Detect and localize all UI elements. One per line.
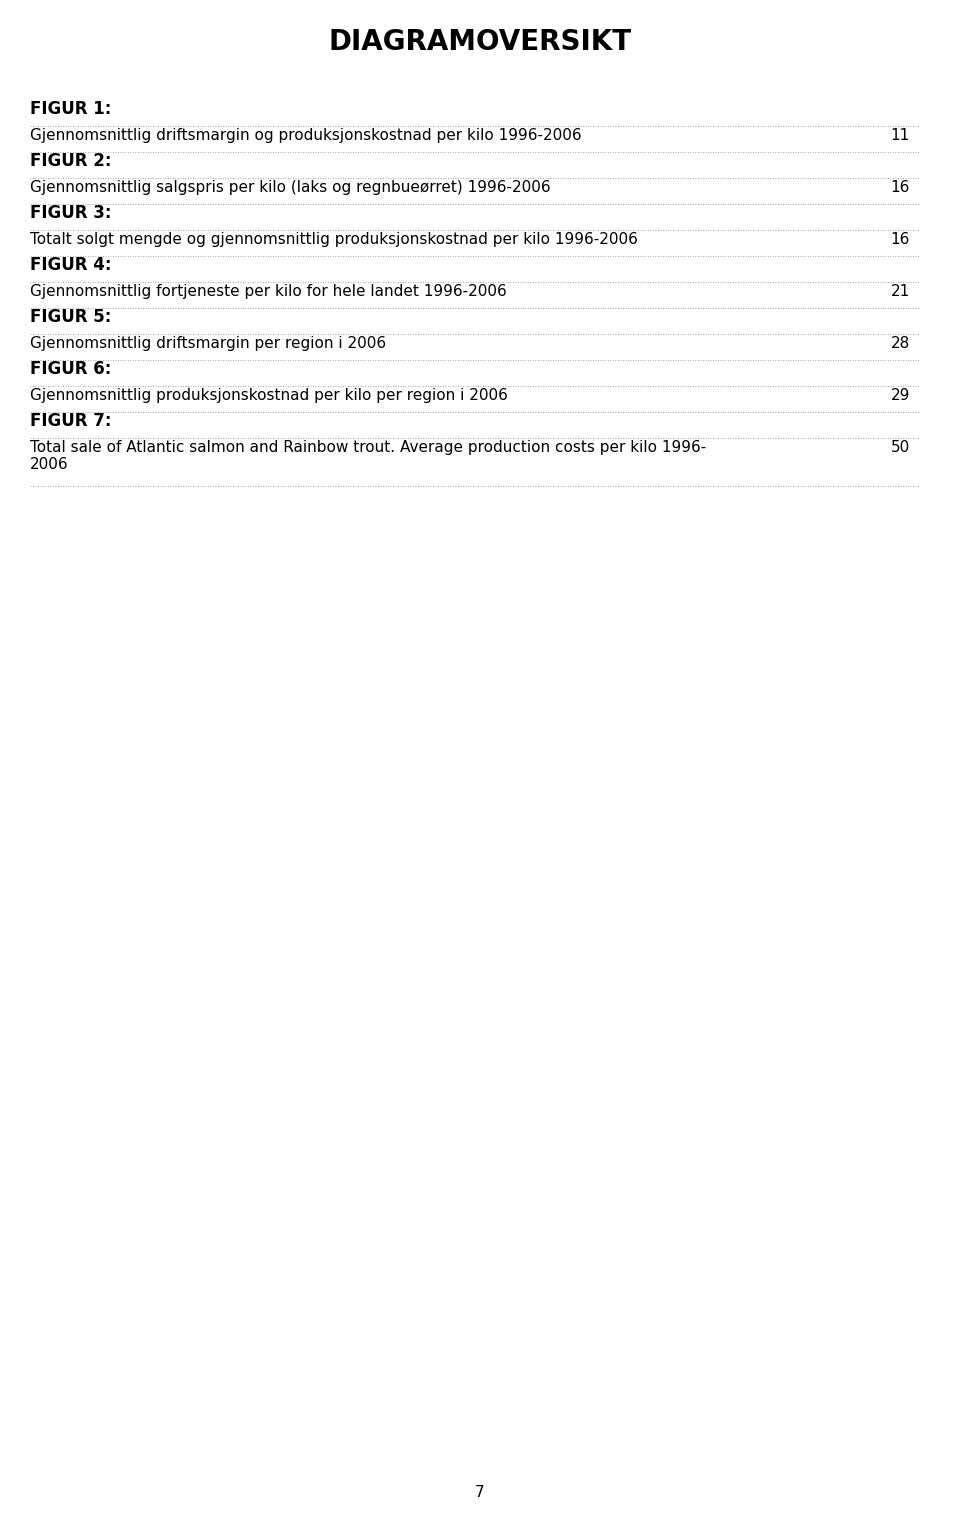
Text: 7: 7 — [475, 1485, 485, 1500]
Text: 28: 28 — [891, 336, 910, 351]
Text: Gjennomsnittlig salgspris per kilo (laks og regnbueørret) 1996-2006: Gjennomsnittlig salgspris per kilo (laks… — [30, 180, 551, 195]
Text: Gjennomsnittlig produksjonskostnad per kilo per region i 2006: Gjennomsnittlig produksjonskostnad per k… — [30, 388, 508, 403]
Text: FIGUR 2:: FIGUR 2: — [30, 153, 111, 169]
Text: 16: 16 — [891, 180, 910, 195]
Text: FIGUR 1:: FIGUR 1: — [30, 101, 111, 118]
Text: Gjennomsnittlig fortjeneste per kilo for hele landet 1996-2006: Gjennomsnittlig fortjeneste per kilo for… — [30, 284, 507, 299]
Text: 29: 29 — [891, 388, 910, 403]
Text: DIAGRAMOVERSIKT: DIAGRAMOVERSIKT — [328, 27, 632, 56]
Text: FIGUR 5:: FIGUR 5: — [30, 308, 111, 327]
Text: 16: 16 — [891, 232, 910, 247]
Text: Totalt solgt mengde og gjennomsnittlig produksjonskostnad per kilo 1996-2006: Totalt solgt mengde og gjennomsnittlig p… — [30, 232, 637, 247]
Text: Gjennomsnittlig driftsmargin og produksjonskostnad per kilo 1996-2006: Gjennomsnittlig driftsmargin og produksj… — [30, 128, 582, 143]
Text: Gjennomsnittlig driftsmargin per region i 2006: Gjennomsnittlig driftsmargin per region … — [30, 336, 386, 351]
Text: 11: 11 — [891, 128, 910, 143]
Text: Total sale of Atlantic salmon and Rainbow trout. Average production costs per ki: Total sale of Atlantic salmon and Rainbo… — [30, 439, 707, 473]
Text: FIGUR 6:: FIGUR 6: — [30, 360, 111, 378]
Text: FIGUR 3:: FIGUR 3: — [30, 204, 111, 221]
Text: FIGUR 4:: FIGUR 4: — [30, 256, 111, 275]
Text: 21: 21 — [891, 284, 910, 299]
Text: FIGUR 7:: FIGUR 7: — [30, 412, 111, 430]
Text: 50: 50 — [891, 439, 910, 455]
